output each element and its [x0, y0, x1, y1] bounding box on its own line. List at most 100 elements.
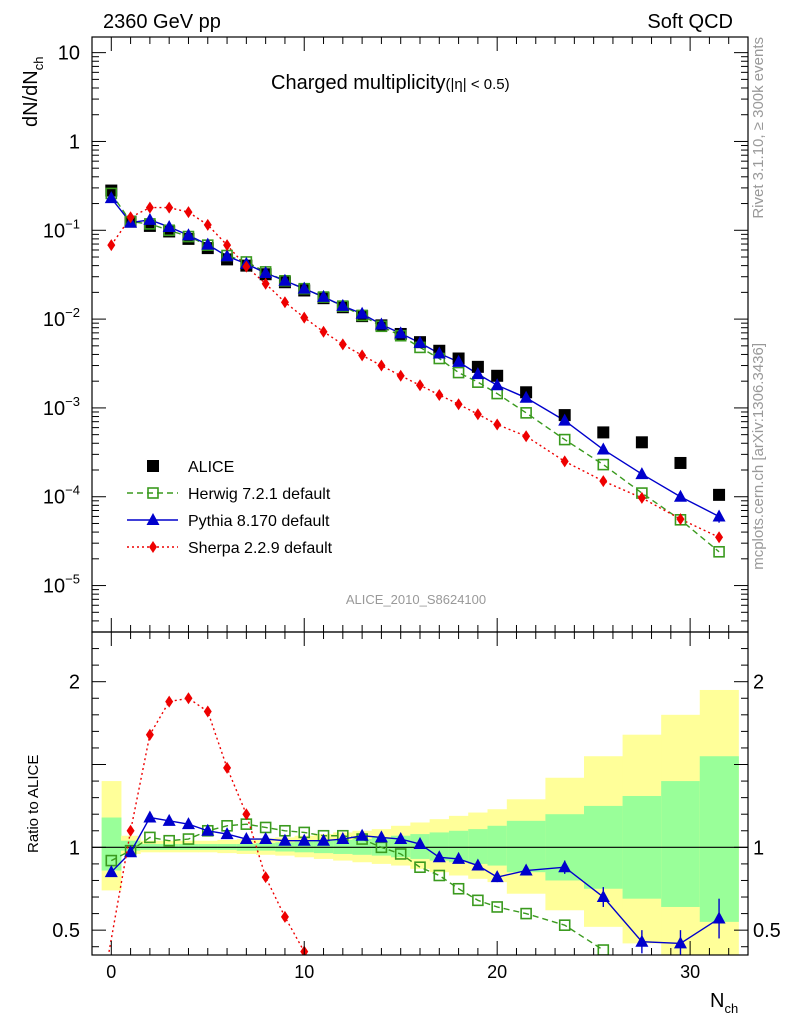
- rivet-label: Rivet 3.1.10, ≥ 300k events: [750, 37, 767, 219]
- main-point-sherpa: [599, 475, 608, 488]
- watermark: ALICE_2010_S8624100: [346, 592, 486, 607]
- band-inner-bin: [699, 756, 739, 922]
- ratio-series: [104, 692, 726, 955]
- x-axis-label: Nch: [710, 990, 738, 1016]
- main-point-pythia: [181, 228, 195, 241]
- ratio-point-pythia: [432, 850, 446, 863]
- main-point-pythia: [596, 442, 610, 455]
- main-point-sherpa: [416, 379, 424, 392]
- x-tick-label: 0: [106, 962, 116, 982]
- main-point-sherpa: [203, 218, 212, 231]
- main-point-alice: [635, 436, 648, 449]
- x-axis-label-text: N: [710, 990, 724, 1012]
- main-point-sherpa: [223, 239, 232, 252]
- main-point-sherpa: [338, 338, 347, 351]
- ratio-point-sherpa: [145, 728, 154, 741]
- main-y-tick-base: 10: [58, 43, 80, 65]
- ratio-y-tick-label-right: 2: [753, 672, 764, 694]
- ratio-point-sherpa: [165, 695, 174, 708]
- main-point-sherpa: [358, 349, 367, 362]
- main-point-sherpa: [319, 325, 328, 338]
- ratio-point-sherpa: [261, 871, 270, 884]
- ratio-point-pythia: [124, 845, 138, 858]
- main-y-tick-label: 10−1: [43, 216, 80, 242]
- main-y-tick-exp: −3: [65, 394, 80, 409]
- main-y-tick-label: 10−2: [43, 305, 80, 331]
- ratio-point-pythia: [181, 817, 195, 830]
- main-point-pythia: [104, 191, 118, 204]
- legend-marker-alice: [147, 460, 159, 472]
- main-point-sherpa: [126, 211, 135, 224]
- ratio-y-tick-label-left: 2: [69, 672, 80, 694]
- legend-marker-herwig: [147, 487, 159, 499]
- main-point-pythia: [635, 467, 649, 480]
- legend-label-pythia: Pythia 8.170 default: [188, 513, 330, 530]
- axis-ticks: [91, 37, 749, 955]
- ratio-point-pythia: [162, 813, 176, 826]
- main-point-herwig: [520, 407, 532, 419]
- main-point-sherpa: [396, 369, 405, 382]
- main-title-cut: (|η| < 0.5): [446, 76, 510, 93]
- ratio-point-sherpa: [280, 910, 289, 923]
- main-point-pythia: [490, 378, 504, 391]
- ratio-point-pythia: [336, 832, 350, 845]
- ratio-point-herwig: [182, 833, 195, 845]
- ratio-point-pythia: [374, 830, 388, 843]
- main-point-pythia: [432, 346, 446, 359]
- ratio-point-pythia: [278, 833, 292, 846]
- main-point-sherpa: [184, 206, 193, 219]
- main-point-pythia: [143, 212, 157, 225]
- x-tick-label: 20: [487, 962, 507, 982]
- main-y-tick-exp: −2: [65, 305, 80, 320]
- ratio-point-sherpa: [184, 692, 193, 705]
- main-y-tick-label: 10−4: [43, 483, 80, 509]
- main-point-pythia: [712, 509, 726, 522]
- main-point-sherpa: [473, 408, 482, 421]
- ratio-point-herwig: [558, 919, 571, 931]
- main-y-tick-base: 10: [43, 576, 65, 598]
- main-point-pythia: [413, 335, 427, 348]
- ratio-point-herwig: [452, 882, 465, 895]
- main-point-alice: [491, 369, 504, 382]
- ratio-point-pythia: [239, 832, 253, 845]
- ratio-point-pythia: [220, 827, 234, 840]
- ratio-point-herwig: [163, 834, 175, 847]
- mcplots-label: mcplots.cern.ch [arXiv:1306.3436]: [750, 343, 767, 570]
- legend-label-herwig: Herwig 7.2.1 default: [188, 486, 331, 503]
- ratio-y-tick-label-left: 0.5: [52, 920, 80, 942]
- x-tick-label: 30: [680, 962, 700, 982]
- main-y-tick-exp: −4: [65, 483, 80, 498]
- band-inner-bin: [448, 830, 469, 863]
- main-point-pythia: [471, 367, 485, 380]
- main-point-sherpa: [145, 201, 154, 214]
- main-point-sherpa: [637, 491, 646, 504]
- main-point-herwig: [597, 458, 610, 471]
- ratio-y-tick-label-left: 1: [69, 837, 80, 859]
- band-inner-bin: [101, 817, 122, 871]
- ratio-point-pythia: [143, 810, 157, 823]
- main-point-sherpa: [377, 359, 386, 372]
- ratio-point-sherpa: [126, 824, 135, 837]
- main-y-tick-base: 10: [43, 220, 65, 242]
- main-point-pythia: [317, 289, 331, 302]
- ratio-point-herwig: [472, 894, 484, 907]
- main-point-pythia: [259, 266, 273, 279]
- main-point-sherpa: [261, 277, 270, 290]
- legend-label-alice: ALICE: [188, 459, 234, 476]
- main-point-sherpa: [242, 260, 251, 273]
- main-y-tick-exp: −1: [65, 216, 80, 231]
- ratio-point-pythia: [490, 870, 504, 883]
- main-point-sherpa: [435, 388, 444, 401]
- main-point-pythia: [374, 317, 388, 330]
- ratio-point-pythia: [558, 860, 572, 873]
- main-y-tick-base: 10: [43, 398, 65, 420]
- main-point-herwig: [452, 366, 465, 379]
- main-y-tick-base: 1: [69, 131, 80, 153]
- ratio-point-pythia: [712, 911, 726, 924]
- ratio-ylabel: Ratio to ALICE: [25, 755, 42, 853]
- ratio-point-pythia: [297, 833, 311, 846]
- main-y-tick-label: 1: [69, 131, 80, 153]
- main-point-sherpa: [280, 296, 289, 309]
- ratio-point-herwig: [520, 907, 532, 920]
- main-point-pythia: [201, 237, 215, 250]
